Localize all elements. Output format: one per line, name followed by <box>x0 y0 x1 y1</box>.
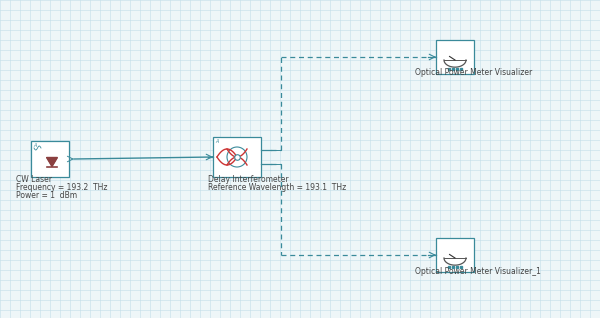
Text: Optical Power Meter Visualizer_1: Optical Power Meter Visualizer_1 <box>415 267 541 276</box>
Text: Reference Wavelength = 193.1  THz: Reference Wavelength = 193.1 THz <box>208 183 346 192</box>
Text: CW Laser: CW Laser <box>16 175 52 184</box>
Text: A: A <box>33 143 37 148</box>
Text: Optical Power Meter Visualizer: Optical Power Meter Visualizer <box>415 68 532 77</box>
Bar <box>436 238 474 272</box>
Bar <box>31 141 69 177</box>
Text: A: A <box>215 139 218 144</box>
Polygon shape <box>47 157 58 167</box>
Text: Frequency = 193.2  THz: Frequency = 193.2 THz <box>16 183 107 192</box>
Text: Delay Interferometer: Delay Interferometer <box>208 175 289 184</box>
Text: Power = 1  dBm: Power = 1 dBm <box>16 191 77 200</box>
Bar <box>436 40 474 74</box>
Bar <box>213 137 261 177</box>
